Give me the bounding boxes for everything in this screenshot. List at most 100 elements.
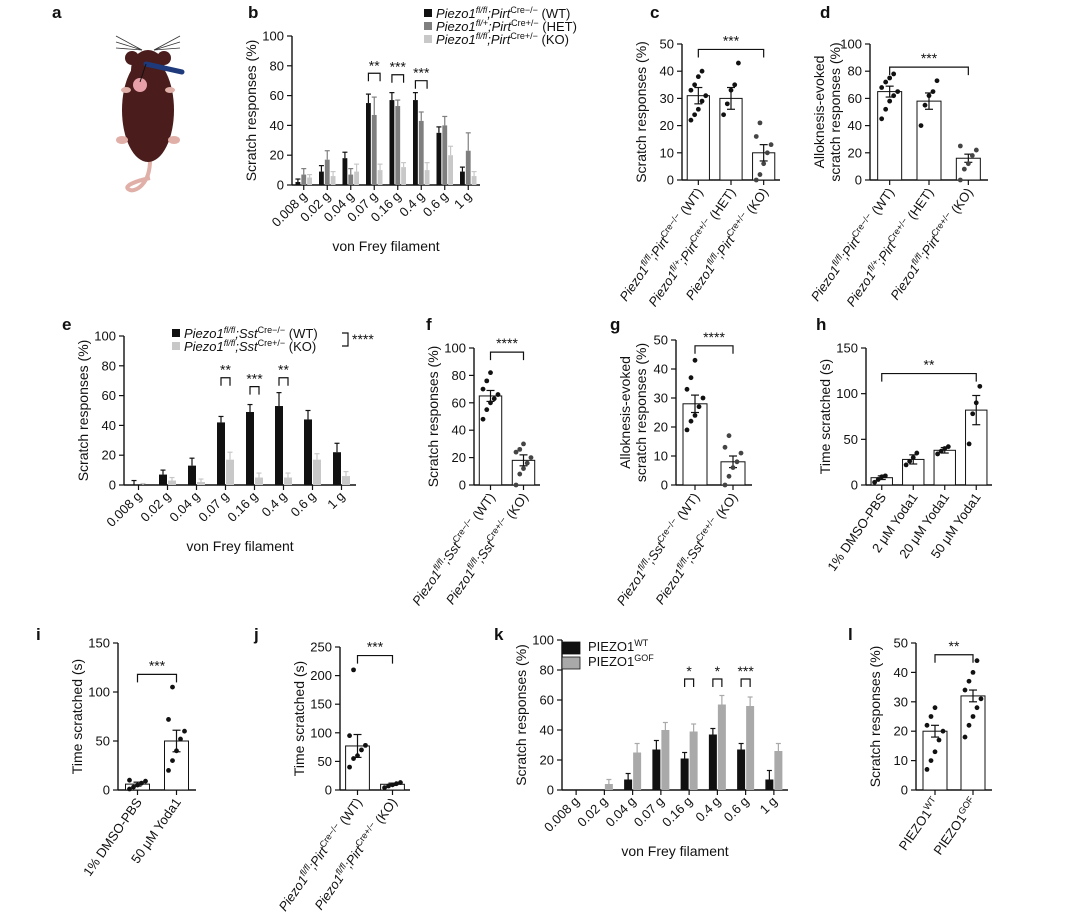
y-tick-label: 250 xyxy=(310,640,332,655)
superscript: GOF xyxy=(634,653,654,663)
whisker xyxy=(115,41,143,51)
bar xyxy=(448,155,453,185)
bar xyxy=(304,419,312,485)
significance-label: **** xyxy=(703,329,725,345)
data-point xyxy=(480,386,486,392)
significance-label: *** xyxy=(390,59,407,75)
data-point xyxy=(170,684,175,690)
mean-bar xyxy=(922,730,948,791)
y-tick-label: 0 xyxy=(277,178,284,193)
text-span: Piezo1 xyxy=(409,567,444,608)
data-point xyxy=(918,123,924,128)
data-point xyxy=(926,93,932,99)
significance-label: *** xyxy=(921,50,938,66)
data-point xyxy=(924,767,930,772)
data-point xyxy=(491,396,497,402)
data-point xyxy=(528,455,534,460)
text-span: PIEZO1 xyxy=(588,639,634,654)
significance-label: *** xyxy=(367,639,384,655)
data-point xyxy=(932,705,938,711)
panel-label-g: g xyxy=(610,315,620,334)
y-tick-label: 40 xyxy=(848,118,862,133)
x-tick-label: 0.07 g xyxy=(195,489,231,525)
data-point xyxy=(940,728,946,734)
data-point xyxy=(127,786,132,792)
bar xyxy=(418,120,424,185)
data-point xyxy=(488,370,493,376)
y-tick-label: 60 xyxy=(452,395,466,410)
y-tick-label: 40 xyxy=(894,665,908,680)
data-point xyxy=(910,455,916,460)
text-span: (KO) xyxy=(370,795,400,829)
x-axis-label: von Frey filament xyxy=(186,538,293,554)
x-tick-label: 1 g xyxy=(757,794,780,817)
data-point xyxy=(135,782,140,788)
x-tick-label: 1 g xyxy=(451,189,474,212)
significance-bracket xyxy=(136,673,178,683)
data-point xyxy=(730,465,736,470)
y-tick-label: 0 xyxy=(109,478,116,493)
x-tick-label: 1% DMSO-PBS xyxy=(80,795,145,879)
bar xyxy=(661,730,670,790)
data-point xyxy=(738,450,744,456)
significance-bracket xyxy=(249,386,260,395)
y-tick-label: 20 xyxy=(452,450,466,465)
significance-bracket xyxy=(712,678,723,687)
y-axis-label: Scratch responses (%) xyxy=(75,340,91,482)
x-tick-label: 0.16 g xyxy=(224,489,260,525)
text-span: (WT) xyxy=(672,490,703,525)
data-point xyxy=(757,172,763,177)
bar xyxy=(395,106,401,185)
data-point xyxy=(721,112,726,118)
y-axis-label: Scratch responses (%) xyxy=(633,41,649,183)
data-point xyxy=(390,782,395,788)
data-point xyxy=(922,102,928,108)
text-span: Piezo1 xyxy=(184,339,224,354)
y-tick-label: 80 xyxy=(102,358,116,373)
data-point xyxy=(484,378,490,384)
chart-panel-g: 0 10 20 30 40 50 Alloknesis-evoked scratch resp… xyxy=(613,329,752,608)
bar xyxy=(737,749,746,790)
data-point xyxy=(930,89,936,94)
data-point xyxy=(722,482,728,488)
data-point xyxy=(524,460,530,466)
data-point xyxy=(732,82,738,88)
y-tick-label: 60 xyxy=(270,88,284,103)
data-point xyxy=(688,418,694,424)
significance-bracket xyxy=(278,377,289,386)
data-point xyxy=(143,778,148,784)
mean-bar xyxy=(877,91,903,181)
data-point xyxy=(734,459,740,465)
legend-bracket xyxy=(342,332,349,347)
y-axis-label: Alloknesis-evoked xyxy=(617,356,633,469)
probe-filament xyxy=(139,63,147,83)
x-tick-label: 0.4 g xyxy=(396,189,427,220)
data-point xyxy=(692,357,698,363)
data-point xyxy=(887,75,893,81)
y-axis-label: Time scratched (s) xyxy=(291,661,307,776)
data-point xyxy=(757,120,763,126)
y-tick-label: 50 xyxy=(844,432,858,447)
data-point xyxy=(692,82,698,88)
text-span: (WT) xyxy=(675,185,706,220)
data-point xyxy=(480,416,486,422)
panel-label-j: j xyxy=(253,625,259,644)
text-span: (WT) xyxy=(467,490,498,525)
data-point xyxy=(695,74,701,80)
x-tick-label: Piezo1fl/fl;PirtCre+/− (KO) xyxy=(886,185,975,303)
y-tick-label: 10 xyxy=(660,145,674,160)
data-point xyxy=(488,400,493,406)
panel-label-h: h xyxy=(816,315,826,334)
significance-label: ** xyxy=(924,357,935,373)
significance-bracket xyxy=(934,654,974,663)
y-tick-label: 0 xyxy=(667,173,674,188)
data-point xyxy=(386,783,391,789)
significance-bracket xyxy=(889,66,969,76)
significance-bracket xyxy=(391,74,405,83)
y-tick-label: 20 xyxy=(848,145,862,160)
significance-label: ** xyxy=(369,57,380,73)
y-tick-label: 100 xyxy=(836,386,858,401)
data-point xyxy=(347,764,352,770)
text-span: Piezo1 xyxy=(436,32,476,47)
bar xyxy=(460,171,465,185)
